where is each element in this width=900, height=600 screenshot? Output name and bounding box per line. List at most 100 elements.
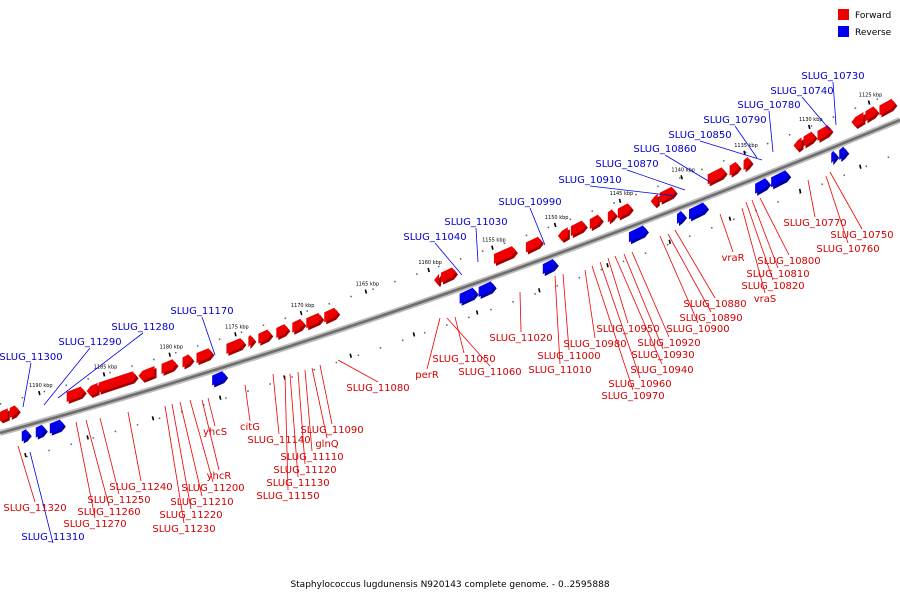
- gene-callout[interactable]: SLUG_11150: [256, 375, 320, 502]
- gene-callout[interactable]: SLUG_10990: [498, 197, 562, 246]
- gene-label[interactable]: SLUG_11040: [403, 232, 466, 243]
- gene-label[interactable]: SLUG_11240: [109, 482, 172, 493]
- gene-callout[interactable]: SLUG_11050: [432, 316, 496, 365]
- gene-label[interactable]: SLUG_11080: [346, 383, 409, 394]
- gene-label[interactable]: SLUG_11260: [77, 507, 140, 518]
- gene-label[interactable]: SLUG_11300: [0, 352, 63, 363]
- gene-label[interactable]: SLUG_10760: [816, 244, 879, 255]
- gene-callout[interactable]: citG: [240, 384, 260, 433]
- gene-callout[interactable]: SLUG_10960: [599, 261, 672, 390]
- gene-callout[interactable]: SLUG_10940: [614, 255, 694, 376]
- gene-label[interactable]: SLUG_10790: [703, 115, 766, 126]
- gene-callout[interactable]: SLUG_11290: [43, 337, 122, 406]
- gene-callout[interactable]: SLUG_10970: [591, 265, 665, 402]
- gene-callout[interactable]: SLUG_10850: [668, 130, 763, 161]
- gene-callout[interactable]: SLUG_10860: [633, 144, 711, 183]
- gene-callout[interactable]: SLUG_10780: [737, 100, 801, 153]
- gene-label[interactable]: SLUG_10910: [558, 175, 621, 186]
- gene-callout[interactable]: SLUG_11240: [109, 411, 173, 493]
- gene-callout[interactable]: SLUG_10950: [596, 257, 660, 335]
- gene-label[interactable]: SLUG_11250: [87, 495, 150, 506]
- gene-callout[interactable]: vraS: [741, 207, 777, 305]
- gene-callout[interactable]: SLUG_10730: [801, 71, 865, 126]
- gene-label[interactable]: SLUG_10930: [631, 350, 694, 361]
- gene-label[interactable]: vraR: [721, 253, 744, 264]
- gene-callout[interactable]: SLUG_10820: [741, 201, 805, 292]
- gene-label[interactable]: SLUG_11030: [444, 217, 507, 228]
- gene-callout[interactable]: SLUG_11140: [247, 373, 311, 446]
- gene-label[interactable]: SLUG_10780: [737, 100, 800, 111]
- gene-label[interactable]: SLUG_11060: [458, 367, 521, 378]
- gene-callout[interactable]: SLUG_10760: [816, 175, 880, 255]
- gene-label[interactable]: SLUG_11020: [489, 333, 552, 344]
- gene-label[interactable]: SLUG_10900: [666, 324, 729, 335]
- gene-callout[interactable]: SLUG_11040: [403, 232, 467, 276]
- gene-label[interactable]: SLUG_11220: [159, 510, 222, 521]
- gene-callout[interactable]: glnQ: [311, 367, 339, 450]
- gene-label[interactable]: SLUG_10730: [801, 71, 864, 82]
- gene-label[interactable]: glnQ: [315, 439, 338, 450]
- gene-callout[interactable]: SLUG_11130: [266, 373, 330, 489]
- gene-callout[interactable]: SLUG_10980: [563, 269, 627, 350]
- gene-callout[interactable]: SLUG_11230: [152, 405, 216, 535]
- gene-callout[interactable]: SLUG_11280: [57, 322, 175, 399]
- gene-label[interactable]: SLUG_10770: [783, 218, 846, 229]
- gene-callout[interactable]: SLUG_11120: [273, 371, 337, 476]
- gene-label[interactable]: SLUG_11050: [432, 354, 495, 365]
- gene-callout[interactable]: SLUG_10920: [631, 251, 701, 349]
- gene-label[interactable]: SLUG_11280: [111, 322, 174, 333]
- gene-label[interactable]: SLUG_10750: [830, 230, 893, 241]
- gene-label[interactable]: SLUG_11140: [247, 435, 310, 446]
- gene-callout[interactable]: SLUG_10810: [746, 199, 810, 280]
- gene-label[interactable]: SLUG_10860: [633, 144, 696, 155]
- gene-callout[interactable]: SLUG_11090: [300, 364, 364, 436]
- gene-callout[interactable]: SLUG_11220: [159, 403, 223, 521]
- gene-callout[interactable]: SLUG_10930: [623, 253, 695, 361]
- gene-label[interactable]: perR: [415, 370, 439, 381]
- gene-callout[interactable]: SLUG_11020: [489, 291, 553, 344]
- gene-callout[interactable]: SLUG_10740: [770, 86, 834, 131]
- gene-label[interactable]: SLUG_10980: [563, 339, 626, 350]
- gene-callout[interactable]: yhcS: [203, 397, 227, 438]
- gene-callout[interactable]: SLUG_11250: [87, 417, 151, 506]
- gene-label[interactable]: SLUG_11010: [528, 365, 591, 376]
- gene-label[interactable]: SLUG_10890: [679, 313, 742, 324]
- gene-label[interactable]: SLUG_10870: [595, 159, 658, 170]
- gene-callout[interactable]: SLUG_11170: [170, 306, 234, 356]
- gene-label[interactable]: citG: [240, 422, 260, 433]
- gene-label[interactable]: vraS: [754, 294, 777, 305]
- gene-label[interactable]: SLUG_11170: [170, 306, 233, 317]
- gene-callout[interactable]: vraR: [719, 213, 745, 264]
- gene-callout[interactable]: SLUG_10800: [757, 197, 821, 267]
- gene-callout[interactable]: SLUG_11200: [181, 399, 245, 494]
- gene-label[interactable]: SLUG_11200: [181, 483, 244, 494]
- gene-callout[interactable]: SLUG_10770: [783, 179, 847, 229]
- gene-label[interactable]: SLUG_10990: [498, 197, 561, 208]
- gene-label[interactable]: SLUG_11110: [280, 452, 343, 463]
- gene-label[interactable]: SLUG_10880: [683, 299, 746, 310]
- gene-label[interactable]: yhcS: [203, 427, 227, 438]
- gene-label[interactable]: SLUG_11120: [273, 465, 336, 476]
- gene-label[interactable]: SLUG_10940: [630, 365, 693, 376]
- gene-callout[interactable]: SLUG_10750: [829, 171, 894, 241]
- gene-label[interactable]: SLUG_10850: [668, 130, 731, 141]
- gene-callout[interactable]: SLUG_11010: [528, 275, 592, 376]
- gene-callout[interactable]: SLUG_11000: [537, 273, 601, 362]
- gene-label[interactable]: SLUG_11150: [256, 491, 319, 502]
- gene-label[interactable]: SLUG_11230: [152, 524, 215, 535]
- gene-label[interactable]: SLUG_10800: [757, 256, 820, 267]
- gene-label[interactable]: yhcR: [207, 471, 232, 482]
- gene-callout[interactable]: SLUG_10880: [674, 229, 747, 310]
- gene-callout[interactable]: SLUG_10790: [703, 115, 767, 159]
- gene-callout[interactable]: SLUG_10870: [595, 159, 686, 191]
- gene-label[interactable]: SLUG_11290: [58, 337, 121, 348]
- gene-callout[interactable]: SLUG_11320: [3, 445, 67, 514]
- gene-callout[interactable]: SLUG_10910: [558, 175, 677, 197]
- gene-callout[interactable]: perR: [415, 317, 441, 381]
- gene-callout[interactable]: SLUG_10900: [659, 235, 730, 335]
- gene-label[interactable]: SLUG_11130: [266, 478, 329, 489]
- gene-callout[interactable]: SLUG_11270: [63, 421, 127, 530]
- gene-callout[interactable]: SLUG_10890: [667, 233, 743, 324]
- gene-label[interactable]: SLUG_10970: [601, 391, 664, 402]
- gene-callout[interactable]: SLUG_11060: [446, 317, 522, 378]
